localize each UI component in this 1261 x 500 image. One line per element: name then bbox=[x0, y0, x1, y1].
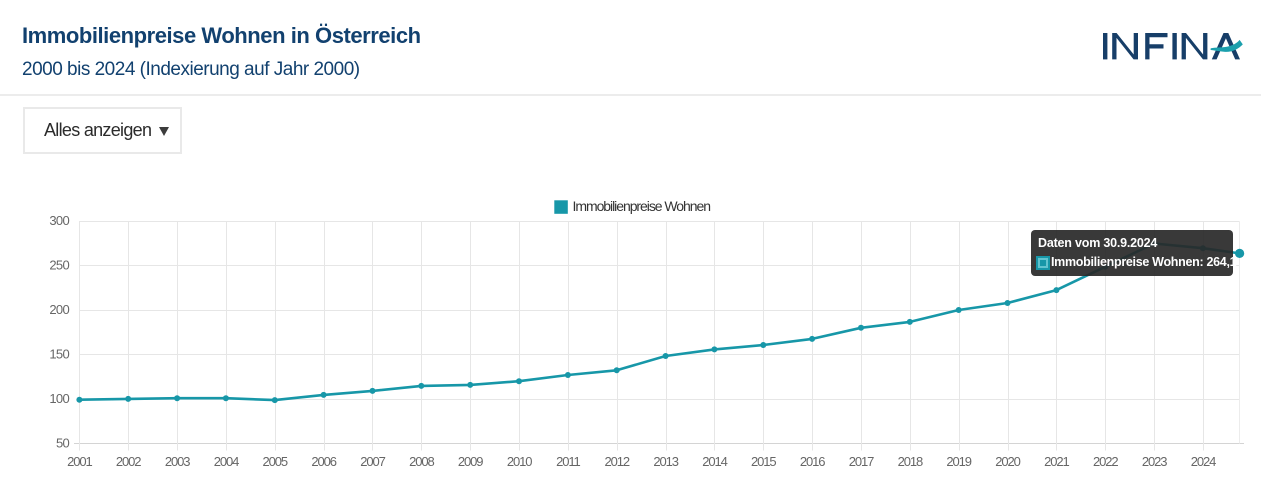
svg-text:150: 150 bbox=[49, 347, 69, 362]
svg-text:300: 300 bbox=[49, 213, 69, 228]
svg-text:2004: 2004 bbox=[214, 454, 239, 469]
svg-text:2017: 2017 bbox=[849, 454, 874, 469]
svg-text:2001: 2001 bbox=[67, 454, 92, 469]
svg-text:Immobilienpreise Wohnen: Immobilienpreise Wohnen bbox=[573, 198, 711, 214]
svg-text:2007: 2007 bbox=[360, 454, 385, 469]
svg-text:100: 100 bbox=[49, 391, 69, 406]
svg-text:2009: 2009 bbox=[458, 454, 483, 469]
svg-text:2024: 2024 bbox=[1191, 454, 1216, 469]
svg-text:50: 50 bbox=[56, 436, 70, 451]
svg-text:2010: 2010 bbox=[507, 454, 532, 469]
svg-text:2002: 2002 bbox=[116, 454, 141, 469]
svg-text:2016: 2016 bbox=[800, 454, 825, 469]
svg-text:2003: 2003 bbox=[165, 454, 190, 469]
svg-text:2015: 2015 bbox=[751, 454, 776, 469]
svg-text:250: 250 bbox=[49, 258, 69, 273]
svg-text:2012: 2012 bbox=[605, 454, 630, 469]
svg-text:2020: 2020 bbox=[995, 454, 1020, 469]
svg-text:2005: 2005 bbox=[263, 454, 288, 469]
svg-text:2008: 2008 bbox=[409, 454, 434, 469]
svg-text:2018: 2018 bbox=[898, 454, 923, 469]
svg-text:2022: 2022 bbox=[1093, 454, 1118, 469]
svg-text:2019: 2019 bbox=[946, 454, 971, 469]
svg-text:2006: 2006 bbox=[311, 454, 336, 469]
svg-text:2014: 2014 bbox=[702, 454, 727, 469]
svg-text:2011: 2011 bbox=[556, 454, 580, 469]
svg-text:200: 200 bbox=[49, 302, 69, 317]
svg-text:2021: 2021 bbox=[1044, 454, 1069, 469]
svg-text:2013: 2013 bbox=[653, 454, 678, 469]
svg-text:2023: 2023 bbox=[1142, 454, 1167, 469]
